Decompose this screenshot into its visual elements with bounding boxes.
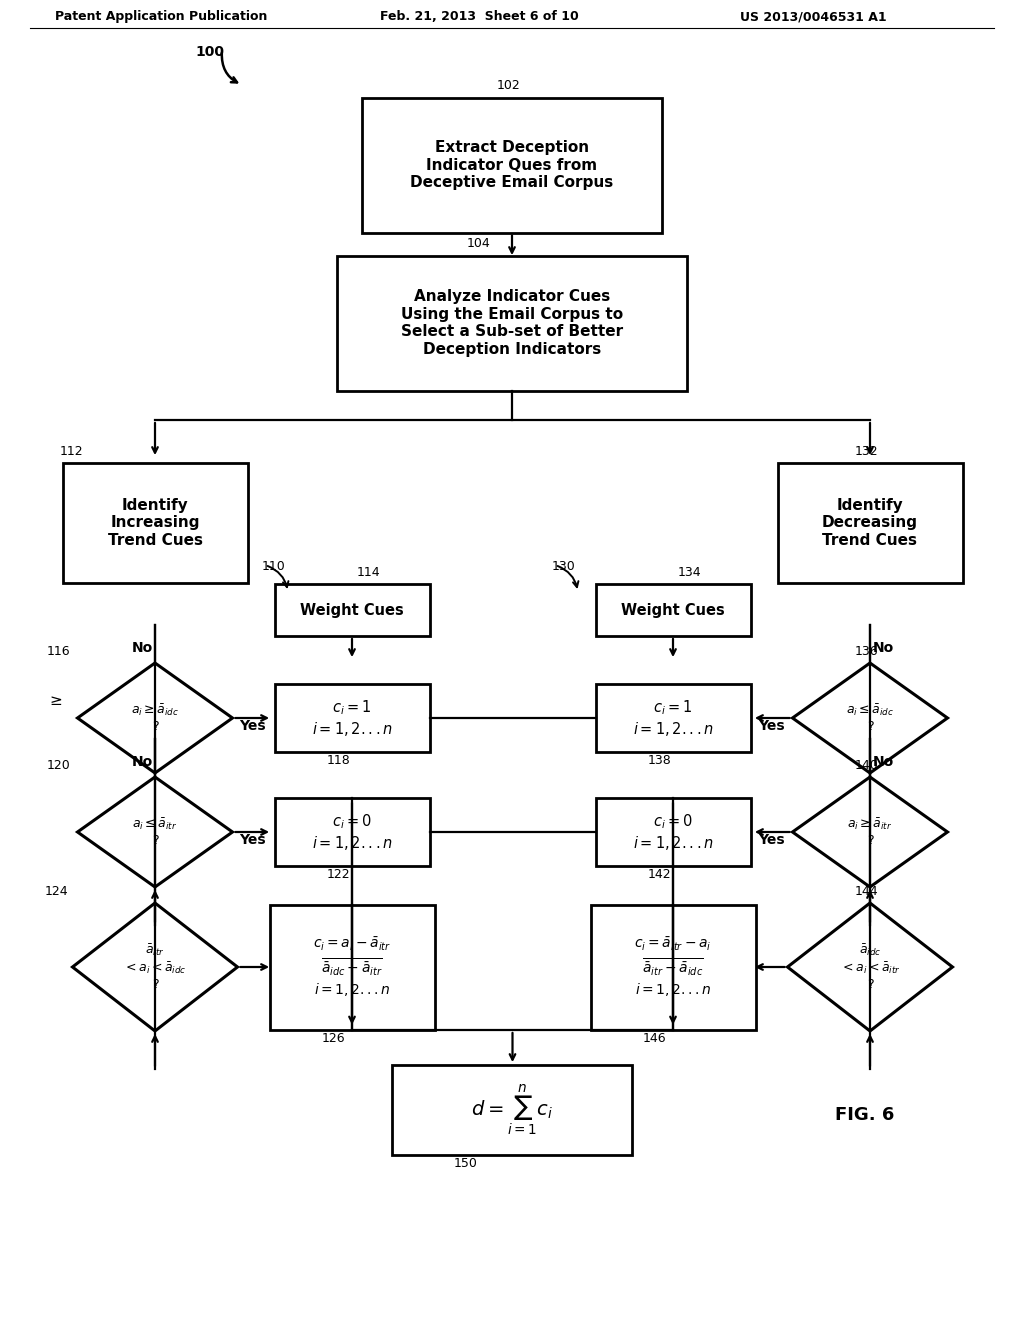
Bar [337,256,687,391]
Text: Identify
Decreasing
Trend Cues: Identify Decreasing Trend Cues [822,498,918,548]
Text: No: No [131,642,153,655]
Text: $a_i \leq \bar{a}_{idc}$
?: $a_i \leq \bar{a}_{idc}$ ? [846,702,894,734]
Text: $d = \sum_{i=1}^{n} c_i$: $d = \sum_{i=1}^{n} c_i$ [471,1082,553,1138]
Polygon shape [78,663,232,774]
Text: 142: 142 [648,869,672,880]
Text: $c_i = 0$
$i = 1,2...n$: $c_i = 0$ $i = 1,2...n$ [311,812,392,851]
Bar [596,799,751,866]
Text: $c_i = 1$
$i = 1,2...n$: $c_i = 1$ $i = 1,2...n$ [311,698,392,738]
Text: Yes: Yes [240,719,266,733]
Polygon shape [73,903,238,1031]
Text: 124: 124 [45,884,69,898]
Bar [274,583,429,636]
Text: No: No [872,755,894,770]
Bar [269,904,434,1030]
Text: $a_i \geq \bar{a}_{idc}$
?: $a_i \geq \bar{a}_{idc}$ ? [131,702,179,734]
Text: Yes: Yes [758,833,784,847]
Text: Yes: Yes [240,833,266,847]
Text: 126: 126 [322,1031,346,1044]
Text: 140: 140 [855,759,879,772]
Text: Weight Cues: Weight Cues [622,602,725,618]
Text: 100: 100 [195,45,224,59]
Bar [62,463,248,583]
Polygon shape [793,777,947,887]
Text: 120: 120 [47,759,71,772]
Bar [596,583,751,636]
Bar [777,463,963,583]
Text: Weight Cues: Weight Cues [300,602,403,618]
Text: 130: 130 [552,560,575,573]
Text: $\bar{a}_{idc}$
$< a_i < \bar{a}_{itr}$
?: $\bar{a}_{idc}$ $< a_i < \bar{a}_{itr}$ … [840,942,900,991]
Text: 134: 134 [678,566,701,579]
Text: 118: 118 [327,754,351,767]
Text: US 2013/0046531 A1: US 2013/0046531 A1 [740,11,887,22]
Text: 110: 110 [262,560,286,573]
Text: FIG. 6: FIG. 6 [835,1106,894,1125]
Text: 102: 102 [497,79,521,92]
Text: 150: 150 [454,1158,478,1170]
Text: $a_i \geq \bar{a}_{itr}$
?: $a_i \geq \bar{a}_{itr}$ ? [847,817,893,847]
Text: 114: 114 [357,566,381,579]
Text: $c_i = 0$
$i = 1,2...n$: $c_i = 0$ $i = 1,2...n$ [633,812,714,851]
Text: 146: 146 [643,1031,667,1044]
Text: 122: 122 [327,869,350,880]
Bar [591,904,756,1030]
Text: No: No [872,642,894,655]
Text: Extract Deception
Indicator Ques from
Deceptive Email Corpus: Extract Deception Indicator Ques from De… [411,140,613,190]
Text: $a_i \leq \bar{a}_{itr}$
?: $a_i \leq \bar{a}_{itr}$ ? [132,817,178,847]
Text: 116: 116 [47,645,71,657]
Text: Analyze Indicator Cues
Using the Email Corpus to
Select a Sub-set of Better
Dece: Analyze Indicator Cues Using the Email C… [401,289,623,356]
Text: No: No [131,755,153,770]
Bar [392,1065,632,1155]
Text: 138: 138 [648,754,672,767]
Text: Yes: Yes [758,719,784,733]
Text: 104: 104 [467,238,490,251]
Bar [274,799,429,866]
Text: 136: 136 [855,645,879,657]
Text: Feb. 21, 2013  Sheet 6 of 10: Feb. 21, 2013 Sheet 6 of 10 [380,11,579,22]
Text: $\bar{a}_{itr}$
$< a_i < \bar{a}_{idc}$
?: $\bar{a}_{itr}$ $< a_i < \bar{a}_{idc}$ … [123,942,186,991]
Text: 132: 132 [855,445,879,458]
Text: 112: 112 [60,445,84,458]
Text: Identify
Increasing
Trend Cues: Identify Increasing Trend Cues [108,498,203,548]
Polygon shape [787,903,952,1031]
Bar [274,684,429,752]
Text: $c_i = a_i - \bar{a}_{itr}$
$\overline{\bar{a}_{idc} - \bar{a}_{itr}}$
$i = 1,2.: $c_i = a_i - \bar{a}_{itr}$ $\overline{\… [313,936,391,998]
Text: Patent Application Publication: Patent Application Publication [55,11,267,22]
Bar [362,98,662,232]
Polygon shape [793,663,947,774]
Text: $\geq$: $\geq$ [47,693,63,708]
Polygon shape [78,777,232,887]
Text: $c_i = 1$
$i = 1,2...n$: $c_i = 1$ $i = 1,2...n$ [633,698,714,738]
Text: 144: 144 [855,884,879,898]
Text: $c_i = \bar{a}_{itr} - a_i$
$\overline{\bar{a}_{itr} - \bar{a}_{idc}}$
$i = 1,2.: $c_i = \bar{a}_{itr} - a_i$ $\overline{\… [634,936,712,998]
Bar [596,684,751,752]
